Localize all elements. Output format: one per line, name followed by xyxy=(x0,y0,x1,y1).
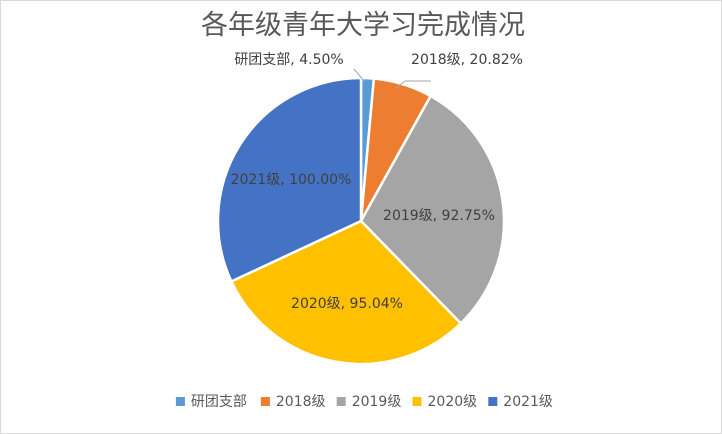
data-label-1: 2018级, 20.82% xyxy=(411,52,523,68)
data-label-3: 2020级, 95.04% xyxy=(291,296,403,312)
pie-slice-3 xyxy=(229,219,463,366)
data-label-4: 2021级, 100.00% xyxy=(231,172,352,188)
pie-slices xyxy=(216,76,506,366)
legend-swatch-3 xyxy=(412,397,422,406)
legend: 研团支部 2018级 2019级 2020级 2021级 xyxy=(175,394,553,410)
leader-line-1 xyxy=(395,80,431,89)
legend-label-0: 研团支部 xyxy=(191,394,247,410)
legend-swatch-2 xyxy=(336,397,346,406)
legend-swatch-4 xyxy=(488,397,498,406)
legend-label-1: 2018级 xyxy=(276,394,326,410)
legend-label-2: 2019级 xyxy=(352,394,402,410)
pie-slice-2 xyxy=(359,94,506,326)
data-label-0: 研团支部, 4.50% xyxy=(234,52,343,68)
leader-lines xyxy=(353,68,431,89)
leader-line-0 xyxy=(353,68,365,82)
chart-title: 各年级青年大学习完成情况 xyxy=(201,10,525,41)
legend-swatch-1 xyxy=(260,397,270,406)
legend-label-3: 2020级 xyxy=(428,394,478,410)
legend-swatch-0 xyxy=(175,397,185,406)
data-labels: 研团支部, 4.50% 2018级, 20.82% 2019级, 92.75% 202… xyxy=(231,52,523,312)
data-label-2: 2019级, 92.75% xyxy=(383,208,495,224)
pie-slice-4 xyxy=(216,76,363,284)
legend-label-4: 2021级 xyxy=(503,394,553,410)
